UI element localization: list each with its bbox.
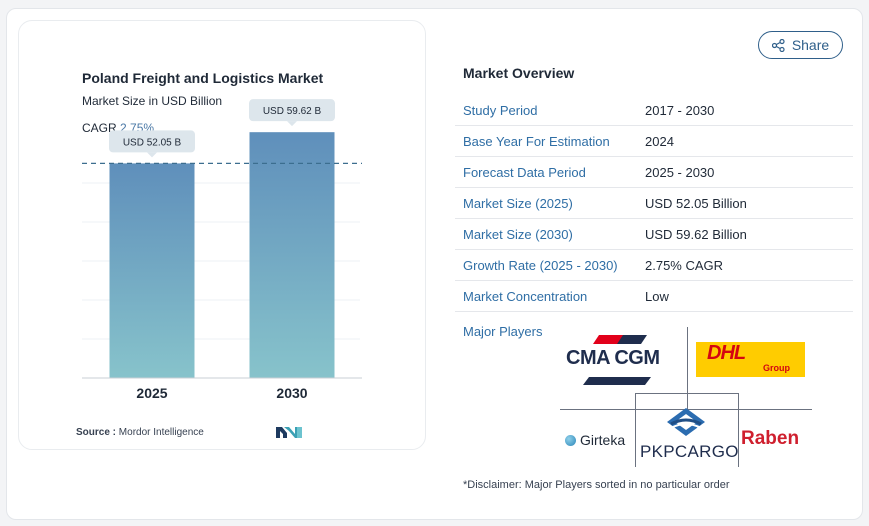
bar-2025	[109, 163, 195, 378]
chart-title: Poland Freight and Logistics Market	[82, 70, 324, 86]
overview-key: Growth Rate (2025 - 2030)	[463, 257, 618, 273]
player-girteka-logo: Girteka	[565, 432, 625, 448]
market-overview-title: Market Overview	[463, 65, 575, 81]
overview-row: Market Size (2025) USD 52.05 Billion	[455, 188, 853, 219]
overview-value: 2017 - 2030	[645, 102, 715, 118]
overview-key: Market Size (2030)	[463, 226, 573, 242]
source-value: Mordor Intelligence	[118, 427, 204, 438]
player-raben: Raben	[741, 428, 800, 449]
cagr-label: CAGR	[82, 121, 117, 135]
overview-value: USD 59.62 Billion	[645, 226, 747, 242]
value-label-pointer	[287, 121, 297, 127]
overview-row: Base Year For Estimation 2024	[455, 126, 853, 157]
disclaimer-text: *Disclaimer: Major Players sorted in no …	[463, 479, 730, 491]
share-label: Share	[791, 37, 830, 53]
cma-cgm-logo-icon	[583, 335, 651, 385]
value-label-box	[249, 99, 335, 122]
girteka-globe-icon	[565, 434, 576, 446]
grid-divider	[687, 327, 688, 409]
pkp-cargo-logo-icon	[667, 408, 705, 436]
player-pkp-cargo: PKPCARGO	[640, 442, 739, 461]
value-label: USD 52.05 B	[123, 137, 182, 148]
overview-key: Base Year For Estimation	[463, 133, 610, 149]
overview-key: Market Concentration	[463, 288, 588, 304]
overview-row: Market Concentration Low	[455, 281, 853, 312]
grid-divider	[738, 393, 739, 467]
player-cma-cgm: CMA CGM	[566, 347, 660, 369]
overview-row: Market Size (2030) USD 59.62 Billion	[455, 219, 853, 250]
market-overview-table: Study Period 2017 - 2030 Base Year For E…	[455, 95, 853, 312]
player-dhl-group: Group	[763, 363, 790, 373]
player-girteka: Girteka	[580, 432, 626, 448]
source-note: Source : Mordor Intelligence	[76, 427, 204, 438]
grid-divider	[635, 393, 739, 394]
overview-value: 2.75% CAGR	[645, 257, 724, 273]
overview-key: Forecast Data Period	[463, 164, 586, 180]
overview-row: Growth Rate (2025 - 2030) 2.75% CAGR	[455, 250, 853, 281]
value-label-box	[109, 130, 195, 153]
chart-subtitle: Market Size in USD Billion	[82, 94, 223, 108]
dhl-logo-icon	[696, 342, 805, 377]
overview-value: 2025 - 2030	[645, 164, 715, 180]
mordor-logo-icon	[276, 427, 302, 438]
share-button[interactable]: Share	[758, 31, 843, 59]
source-label: Source :	[76, 427, 117, 438]
overview-value: Low	[645, 288, 669, 304]
overview-key: Market Size (2025)	[463, 195, 573, 211]
grid-divider	[635, 393, 636, 467]
bar-2030	[249, 132, 335, 378]
overview-key: Study Period	[463, 102, 538, 118]
overview-row: Forecast Data Period 2025 - 2030	[455, 157, 853, 188]
value-label-pointer	[147, 152, 157, 158]
overview-value: 2024	[645, 133, 674, 149]
major-players-label: Major Players	[463, 324, 543, 339]
x-tick-label: 2025	[136, 385, 167, 401]
player-dhl: DHL	[707, 342, 746, 364]
share-icon	[771, 38, 785, 52]
x-tick-label: 2030	[276, 385, 307, 401]
value-label: USD 59.62 B	[263, 106, 322, 117]
overview-row: Study Period 2017 - 2030	[455, 95, 853, 126]
overview-value: USD 52.05 Billion	[645, 195, 747, 211]
